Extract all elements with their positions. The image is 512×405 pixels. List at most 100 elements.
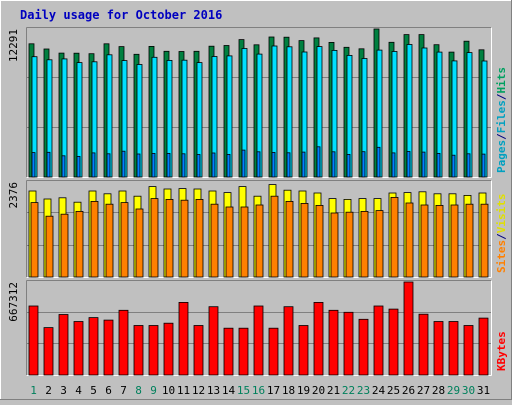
bar-pages-24 [376,146,381,178]
day-label-6: 6 [105,384,112,397]
bar-sites-27 [420,204,429,278]
bar-kbytes-6 [103,319,114,376]
bar-sites-9 [150,198,159,278]
series-kbytes [28,281,489,376]
series-axis-label-part: KBytes [495,331,508,371]
bar-pages-28 [436,152,441,178]
bar-kbytes-18 [283,306,294,376]
bar-pages-19 [301,151,306,178]
bar-sites-24 [375,210,384,278]
bar-sites-1 [30,202,39,278]
series-axis-label-part: Hits [495,67,508,94]
day-label-15: 15 [237,384,250,397]
bar-pages-29 [451,154,456,178]
bar-kbytes-25 [388,308,399,376]
day-labels: 1 2 3 4 5 6 7 8 9 10 11 12 13 14 15 16 17 18 19 20 21 22 23 24 2… [30,384,490,397]
bar-pages-6 [106,153,111,178]
bar-pages-30 [466,153,471,178]
day-label-3: 3 [60,384,67,397]
bar-pages-1 [31,152,36,178]
series-axis-label-part: Sites [495,240,508,273]
bar-pages-2 [46,151,51,178]
bar-kbytes-22 [343,311,354,376]
day-label-8: 8 [135,384,142,397]
bar-sites-3 [60,213,69,278]
bar-pages-31 [481,153,486,178]
bar-pages-22 [346,153,351,178]
bar-sites-16 [255,204,264,278]
bar-pages-15 [241,149,246,178]
bar-sites-12 [195,198,204,278]
bar-pages-7 [121,150,126,178]
bar-kbytes-7 [118,309,129,376]
bar-pages-4 [76,155,81,178]
bar-kbytes-19 [298,325,309,376]
bar-kbytes-24 [373,305,384,376]
series-axis-label-part: / [495,233,508,240]
bar-kbytes-29 [448,321,459,376]
bar-sites-11 [180,199,189,278]
bar-sites-14 [225,206,234,278]
chart-title: Daily usage for October 2016 [20,8,222,22]
day-label-31: 31 [477,384,490,397]
bar-pages-13 [211,152,216,178]
bar-kbytes-26 [403,281,414,376]
bar-sites-25 [390,196,399,278]
bar-pages-21 [331,151,336,178]
bar-pages-25 [391,152,396,178]
bar-sites-23 [360,210,369,278]
day-label-19: 19 [297,384,310,397]
day-label-21: 21 [327,384,340,397]
bar-sites-2 [45,215,54,278]
bar-kbytes-13 [208,306,219,376]
bar-sites-20 [315,204,324,278]
bar-pages-23 [361,151,366,178]
bar-sites-8 [135,208,144,278]
bar-pages-10 [166,152,171,178]
day-label-7: 7 [120,384,127,397]
bar-pages-26 [406,151,411,178]
bar-kbytes-28 [433,321,444,376]
bar-kbytes-10 [163,322,174,376]
day-label-23: 23 [357,384,370,397]
day-label-4: 4 [75,384,82,397]
series-pages [31,146,486,178]
bar-kbytes-11 [178,301,189,376]
bar-sites-30 [465,203,474,278]
day-label-20: 20 [312,384,325,397]
bar-kbytes-21 [328,309,339,376]
day-label-16: 16 [252,384,265,397]
ymax-label: 2376 [7,182,20,209]
day-label-18: 18 [282,384,295,397]
series-axis-label: Pages/Files/Hits [495,67,508,173]
bar-kbytes-1 [28,305,39,376]
bar-kbytes-12 [193,325,204,376]
series-sites [30,195,489,278]
bar-sites-10 [165,198,174,278]
day-label-1: 1 [30,384,37,397]
day-label-27: 27 [417,384,430,397]
ymax-label: 667312 [7,282,20,322]
panel-visitors: 2376 Sites/Visits [7,180,508,278]
bar-sites-18 [285,200,294,278]
panels-layer: 12291Pages/Files/Hits2376Sites/Visits667… [7,27,508,376]
day-label-17: 17 [267,384,280,397]
day-label-29: 29 [447,384,460,397]
bar-sites-29 [450,204,459,278]
bar-kbytes-5 [88,317,99,376]
bar-pages-17 [271,151,276,178]
day-label-24: 24 [372,384,386,397]
bar-pages-9 [151,152,156,178]
bar-sites-17 [270,195,279,278]
bar-kbytes-15 [238,327,249,376]
day-label-28: 28 [432,384,445,397]
bar-pages-5 [91,152,96,178]
day-label-13: 13 [207,384,220,397]
bar-sites-21 [330,212,339,278]
series-hits [28,28,485,178]
bar-pages-14 [226,153,231,178]
bar-sites-5 [90,200,99,278]
